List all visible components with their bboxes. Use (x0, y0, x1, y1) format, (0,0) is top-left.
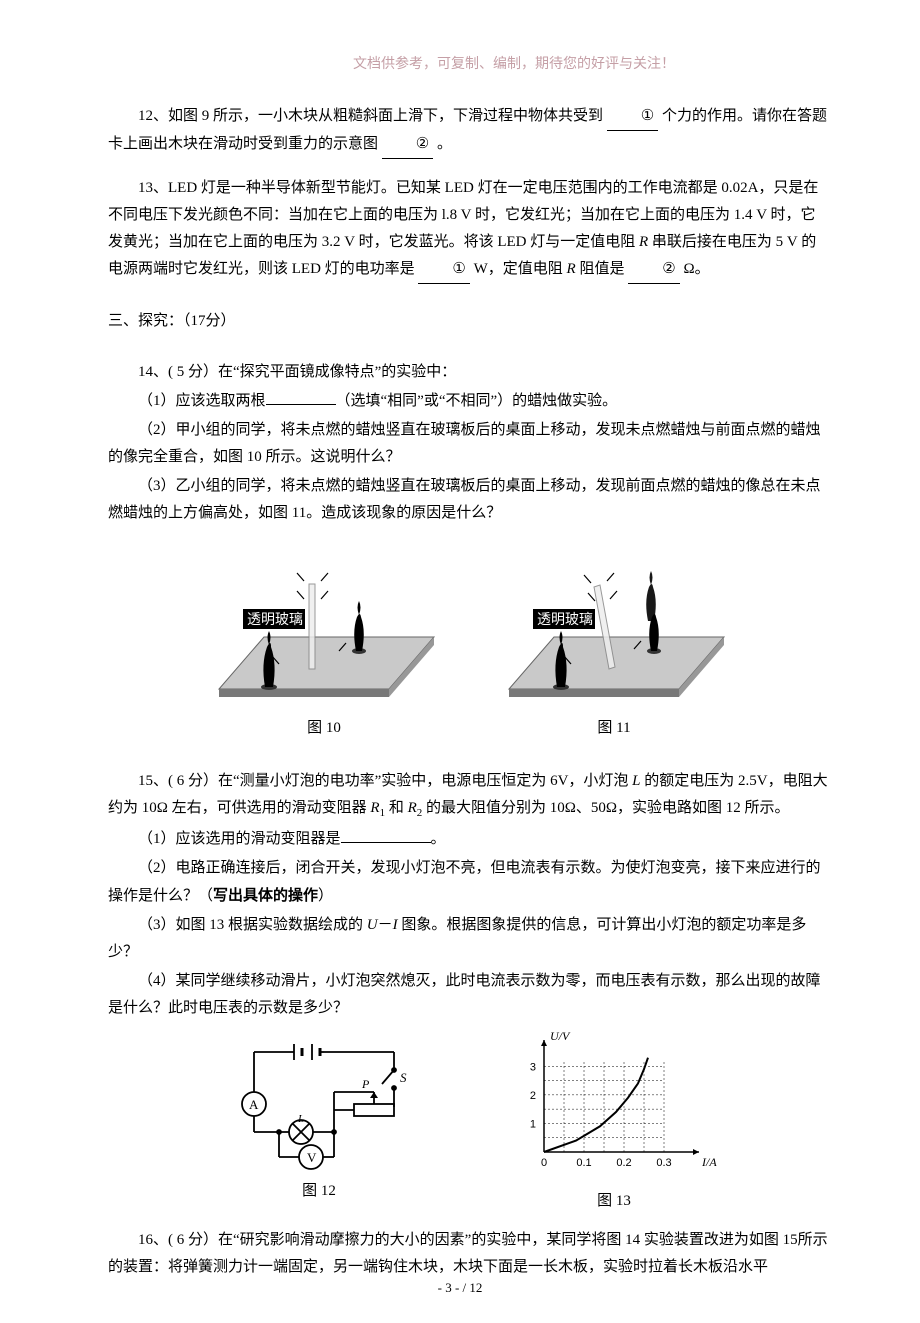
q15-p4: （4）某同学继续移动滑片，小灯泡突然熄灭，此时电流表示数为零，而电压表有示数，那… (108, 968, 830, 1022)
fig11-candle-image (646, 571, 656, 621)
fig10-caption: 图 10 (209, 715, 439, 742)
fig13-svg: 0 0.1 0.2 0.3 1 2 3 I/A U/V (504, 1032, 724, 1182)
q15-p3: （3）如图 13 根据实验数据绘成的 U－I 图象。根据图象提供的信息，可计算出… (108, 912, 830, 966)
q15-p1: （1）应该选用的滑动变阻器是 。 (108, 826, 830, 853)
q13-r1: R (639, 234, 648, 250)
q14-intro: 14、( 5 分）在“探究平面镜成像特点”的实验中： (108, 359, 830, 386)
circuit-wires (242, 1044, 396, 1169)
svg-text:3: 3 (530, 1061, 536, 1073)
q13-d: 阻值是 (576, 261, 625, 277)
q14-fig-row: 透明玻璃 图 10 (108, 539, 830, 742)
q15-id: 的最大阻值分别为 10Ω、50Ω，实验电路如图 12 所示。 (422, 800, 789, 816)
q14-p1a: （1）应该选取两根 (138, 393, 266, 409)
fig12: A V L S P 图 12 (214, 1032, 424, 1215)
q14-p1-blank (266, 390, 336, 405)
fig10: 透明玻璃 图 10 (209, 539, 439, 742)
fig10-table-front (219, 689, 389, 697)
fig11-label: 透明玻璃 (537, 611, 593, 628)
q15-p3a: （3）如图 13 根据实验数据绘成的 (138, 917, 367, 933)
fig13: 0 0.1 0.2 0.3 1 2 3 I/A U/V 图 13 (504, 1032, 724, 1215)
q15-L: L (632, 773, 640, 789)
q14-p1: （1）应该选取两根 （选填“相同”或“不相同”）的蜡烛做实验。 (108, 388, 830, 415)
q15-r1: R (370, 800, 379, 816)
q14-p2: （2）甲小组的同学，将未点燃的蜡烛竖直在玻璃板后的桌面上移动，发现未点燃蜡烛与前… (108, 417, 830, 471)
fig10-label: 透明玻璃 (247, 611, 303, 628)
q15-p2b: 写出具体的操作 (213, 887, 318, 904)
q15-p1a: （1）应该选用的滑动变阻器是 (138, 831, 341, 847)
q16-text: 16、( 6 分）在“研究影响滑动摩擦力的大小的因素”的实验中，某同学将图 14… (108, 1227, 830, 1281)
q12-blank2: ② (382, 131, 433, 159)
q15-r2: R (408, 800, 417, 816)
header-watermark: 文档供参考，可复制、编制，期待您的好评与关注！ (198, 52, 830, 77)
q12-text: 12、如图 9 所示，一小木块从粗糙斜面上滑下，下滑过程中物体共受到 ① 个力的… (108, 103, 830, 159)
label-A: A (249, 1097, 259, 1112)
fig13-caption: 图 13 (504, 1188, 724, 1215)
fig11-svg: 透明玻璃 (499, 539, 729, 709)
svg-text:I/A: I/A (701, 1155, 717, 1169)
fig11-caption: 图 11 (499, 715, 729, 742)
svg-text:2: 2 (530, 1090, 536, 1102)
svg-text:0.1: 0.1 (576, 1157, 591, 1169)
q13-blank1: ① (418, 256, 469, 284)
q15-p2c: ） (318, 888, 333, 904)
q13-c: W，定值电阻 (474, 261, 567, 277)
label-S: S (400, 1070, 407, 1085)
q15-fig-row: A V L S P 图 12 0 0.1 0.2 0.3 1 2 3 I/A U/V 图 13 (108, 1032, 830, 1215)
label-P: P (361, 1077, 370, 1091)
svg-text:0: 0 (541, 1157, 547, 1169)
label-V: V (307, 1150, 317, 1165)
fig12-svg: A V L S P (214, 1032, 424, 1172)
svg-text:0.2: 0.2 (616, 1157, 631, 1169)
q13-blank2: ② (628, 256, 679, 284)
page-footer: - 3 - / 12 (0, 1276, 920, 1299)
q13-e: Ω。 (683, 261, 709, 277)
q15-p1-blank (341, 828, 431, 843)
fig10-glass (309, 584, 315, 669)
fig10-svg: 透明玻璃 (209, 539, 439, 709)
q15-p1b: 。 (431, 831, 446, 847)
svg-text:U/V: U/V (550, 1032, 571, 1043)
q15-u: U (367, 917, 378, 933)
q15-dash: － (378, 917, 393, 933)
q13-text: 13、LED 灯是一种半导体新型节能灯。已知某 LED 灯在一定电压范围内的工作… (108, 175, 830, 284)
q15-ic: 和 (385, 800, 408, 816)
q14-p1b: （选填“相同”或“不相同”）的蜡烛做实验。 (336, 393, 618, 409)
svg-text:0.3: 0.3 (656, 1157, 671, 1169)
section3-title: 三、探究：（17分） (108, 308, 830, 335)
q14-p3: （3）乙小组的同学，将未点燃的蜡烛竖直在玻璃板后的桌面上移动，发现前面点燃的蜡烛… (108, 473, 830, 527)
q12-a: 12、如图 9 所示，一小木块从粗糙斜面上滑下，下滑过程中物体共受到 (138, 108, 603, 124)
q12-blank1: ① (607, 103, 658, 131)
fig12-caption: 图 12 (214, 1178, 424, 1205)
fig11: 透明玻璃 图 11 (499, 539, 729, 742)
q15-p2: （2）电路正确连接后，闭合开关，发现小灯泡不亮，但电流表有示数。为使灯泡变亮，接… (108, 855, 830, 910)
fig11-table-front (509, 689, 679, 697)
q15-intro: 15、( 6 分）在“测量小灯泡的电功率”实验中，电源电压恒定为 6V，小灯泡 … (108, 768, 830, 824)
q13-r2: R (567, 261, 576, 277)
label-L: L (297, 1113, 304, 1125)
q15-ia: 15、( 6 分）在“测量小灯泡的电功率”实验中，电源电压恒定为 6V，小灯泡 (138, 773, 632, 789)
q12-c: 。 (437, 136, 452, 152)
svg-text:1: 1 (530, 1118, 536, 1130)
